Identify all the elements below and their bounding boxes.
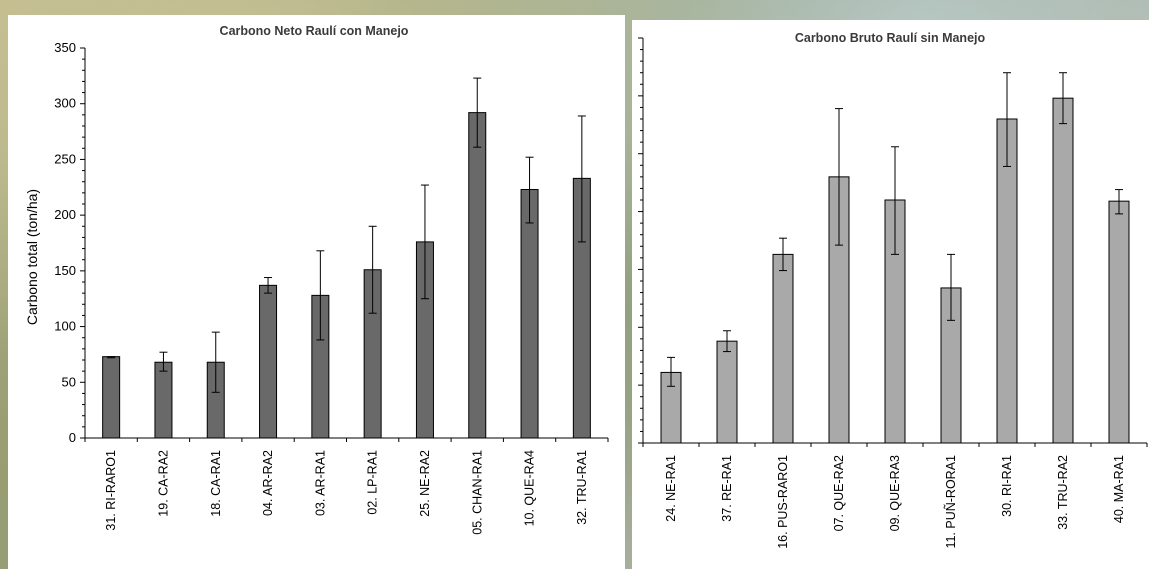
x-category-label: 10. QUE-RA4 <box>523 450 537 526</box>
y-tick-label: 200 <box>54 207 76 222</box>
y-tick-label: 50 <box>62 374 76 389</box>
x-category-label: 11. PUÑ-RORA1 <box>944 455 958 549</box>
y-tick-label: 300 <box>54 96 76 111</box>
x-category-label: 37. RE-RA1 <box>720 455 734 522</box>
bar <box>1052 97 1074 444</box>
y-tick-label: 100 <box>54 319 76 334</box>
bar <box>772 253 794 444</box>
x-category-label: 05. CHAN-RA1 <box>470 450 484 535</box>
chart-panel-neto: Carbono Neto Raulí con Manejo Carbono to… <box>8 15 625 569</box>
x-category-label: 03. AR-RA1 <box>313 450 327 516</box>
bar <box>716 340 738 444</box>
chart-title: Carbono Bruto Raulí sin Manejo <box>795 31 986 45</box>
x-category-label: 31. RI-RARO1 <box>104 450 118 531</box>
x-category-label: 09. QUE-RA3 <box>888 455 902 531</box>
chart-bruto-sin-manejo: Carbono Bruto Raulí sin Manejo 24. NE-RA… <box>638 31 1148 549</box>
x-category-label: 19. CA-RA2 <box>156 450 170 517</box>
x-category-label: 07. QUE-RA2 <box>832 455 846 531</box>
bar <box>1108 200 1130 444</box>
x-category-label: 32. TRU-RA1 <box>575 450 589 525</box>
x-category-label: 25. NE-RA2 <box>418 450 432 517</box>
x-category-label: 02. LP-RA1 <box>366 450 380 515</box>
x-category-label: 40. MA-RA1 <box>1112 455 1126 523</box>
bar <box>259 284 278 439</box>
x-category-label: 18. CA-RA1 <box>209 450 223 517</box>
y-tick-label: 0 <box>69 430 76 445</box>
bar <box>102 356 121 439</box>
bar <box>154 361 173 439</box>
bar <box>468 112 487 439</box>
x-category-label: 33. TRU-RA2 <box>1056 455 1070 530</box>
y-axis-label: Carbono total (ton/ha) <box>24 189 40 325</box>
y-tick-label: 350 <box>54 40 76 55</box>
y-tick-label: 150 <box>54 263 76 278</box>
bar <box>996 118 1018 444</box>
x-category-label: 16. PUS-RARO1 <box>776 455 790 549</box>
bar <box>520 189 539 439</box>
chart-title: Carbono Neto Raulí con Manejo <box>220 24 409 38</box>
chart-panel-bruto: Carbono Bruto Raulí sin Manejo 24. NE-RA… <box>632 20 1149 569</box>
x-category-label: 04. AR-RA2 <box>261 450 275 516</box>
x-category-label: 24. NE-RA1 <box>664 455 678 522</box>
y-tick-label: 250 <box>54 151 76 166</box>
chart-neto-con-manejo: Carbono Neto Raulí con Manejo Carbono to… <box>24 24 609 535</box>
x-category-label: 30. RI-RA1 <box>1000 455 1014 517</box>
